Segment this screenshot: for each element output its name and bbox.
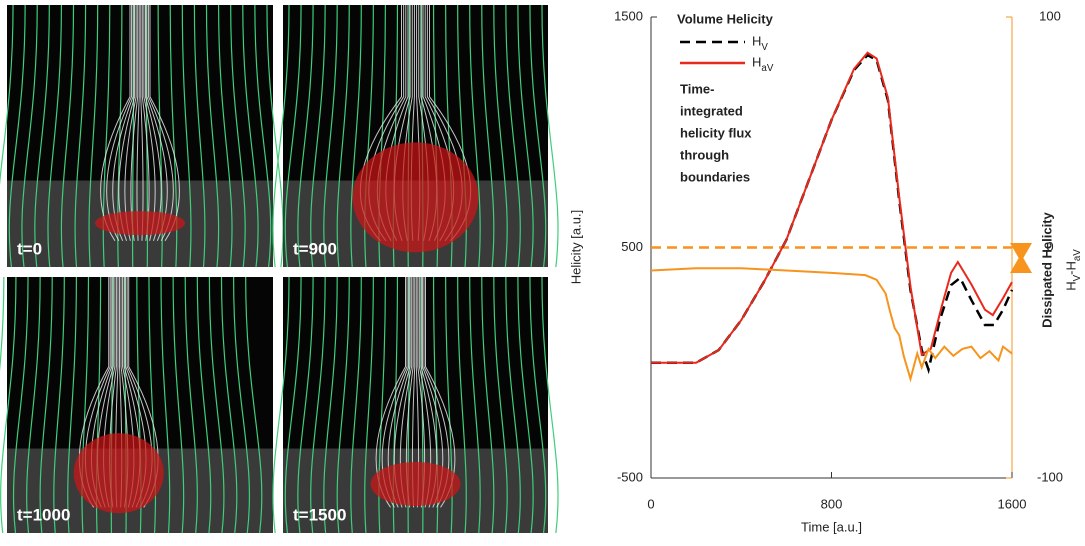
current-blob (95, 211, 185, 235)
y2-axis-sublabel: HV-HaV (1063, 249, 1083, 291)
y2-tick-label: -100 (1037, 469, 1063, 484)
annotation: boundaries (680, 169, 750, 184)
y-tick-label: -500 (617, 469, 643, 484)
series-line (651, 268, 1012, 379)
annotation: through (680, 147, 729, 162)
y2-tick-label: 100 (1039, 8, 1061, 23)
annotation: integrated (680, 103, 743, 118)
legend-title: Volume Helicity (677, 11, 774, 26)
arrow-up (1010, 254, 1032, 273)
panel-label: t=1000 (17, 505, 70, 524)
x-tick-label: 1600 (998, 496, 1027, 511)
y-tick-label: 1500 (614, 8, 643, 23)
annotation: Time- (680, 81, 714, 96)
panel-label: t=900 (293, 239, 337, 258)
legend-label: HV (752, 33, 768, 53)
y2-axis-label: Dissipated Helicity (1039, 211, 1054, 327)
y-tick-label: 500 (621, 239, 643, 254)
current-blob (74, 433, 164, 513)
legend-label: HaV (752, 54, 774, 74)
x-tick-label: 800 (821, 496, 843, 511)
figure: t=0 t=900 t=1000 t=1500 0 800 1600 -500 500 1500… (0, 0, 1085, 546)
panel-label: t=0 (17, 239, 42, 258)
series-line (651, 55, 1012, 370)
y-axis-label: Helicity [a.u.] (568, 210, 583, 284)
x-axis-label: Time [a.u.] (801, 519, 862, 534)
panel-label: t=1500 (293, 505, 346, 524)
series-line (651, 53, 1012, 363)
annotation: helicity flux (680, 125, 752, 140)
simulation-panels: t=0 t=900 t=1000 t=1500 (0, 5, 558, 533)
current-blob (371, 462, 461, 506)
x-tick-label: 0 (647, 496, 654, 511)
current-blob (353, 142, 479, 252)
